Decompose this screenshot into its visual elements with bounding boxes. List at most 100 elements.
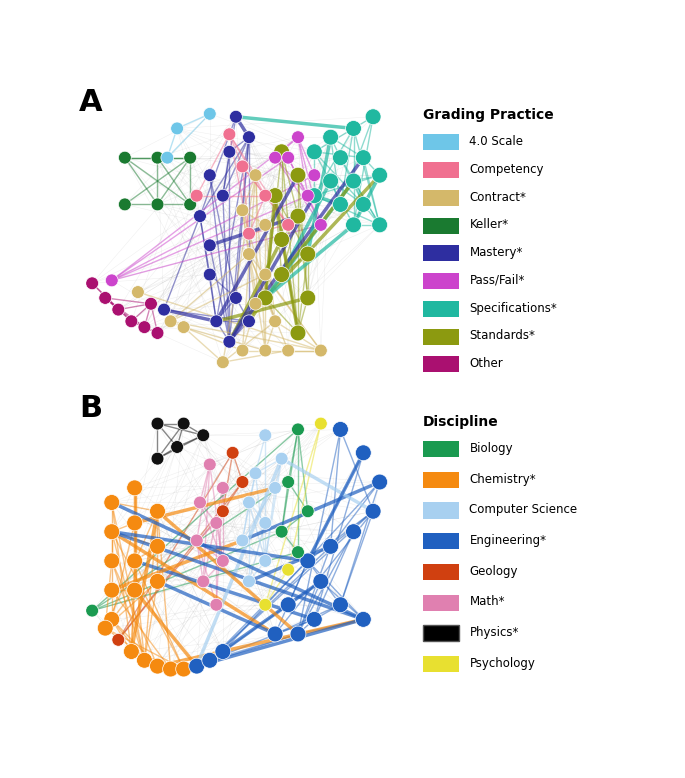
Point bbox=[191, 660, 202, 672]
Point bbox=[217, 482, 228, 494]
Point bbox=[374, 169, 385, 181]
Point bbox=[126, 645, 137, 657]
FancyBboxPatch shape bbox=[423, 245, 459, 261]
Point bbox=[276, 233, 287, 246]
FancyBboxPatch shape bbox=[423, 162, 459, 178]
Point bbox=[204, 268, 215, 281]
Text: Specifications*: Specifications* bbox=[469, 302, 557, 314]
Point bbox=[335, 598, 346, 611]
Point bbox=[237, 476, 248, 489]
Point bbox=[132, 286, 143, 298]
Point bbox=[243, 227, 254, 240]
Point bbox=[178, 321, 189, 333]
Point bbox=[260, 598, 271, 611]
Point bbox=[217, 645, 228, 657]
Point bbox=[204, 458, 215, 471]
Point bbox=[348, 219, 359, 231]
Point bbox=[152, 505, 163, 517]
Point bbox=[237, 204, 248, 216]
Point bbox=[100, 622, 111, 634]
Point bbox=[358, 447, 369, 459]
Text: Contract*: Contract* bbox=[469, 191, 526, 204]
FancyBboxPatch shape bbox=[423, 626, 459, 641]
FancyBboxPatch shape bbox=[423, 135, 459, 150]
Text: Psychology: Psychology bbox=[469, 657, 536, 670]
Text: Engineering*: Engineering* bbox=[469, 534, 547, 547]
Point bbox=[217, 356, 228, 369]
Point bbox=[217, 505, 228, 517]
Point bbox=[139, 321, 150, 333]
FancyBboxPatch shape bbox=[423, 533, 459, 549]
Point bbox=[335, 423, 346, 436]
Point bbox=[302, 189, 313, 202]
Point bbox=[276, 268, 287, 281]
Point bbox=[211, 315, 222, 328]
Point bbox=[292, 169, 303, 181]
Point bbox=[152, 327, 163, 339]
Point bbox=[211, 517, 222, 529]
Point bbox=[276, 145, 287, 158]
Point bbox=[335, 152, 346, 164]
Point bbox=[195, 210, 206, 223]
Point bbox=[260, 429, 271, 441]
Text: A: A bbox=[79, 87, 103, 117]
Point bbox=[309, 145, 320, 158]
Point bbox=[309, 189, 320, 202]
Point bbox=[198, 575, 209, 587]
Point bbox=[283, 598, 294, 611]
Point bbox=[204, 169, 215, 181]
Point bbox=[315, 219, 326, 231]
Point bbox=[348, 175, 359, 187]
Point bbox=[87, 605, 98, 617]
Text: Chemistry*: Chemistry* bbox=[469, 472, 536, 485]
Point bbox=[230, 110, 241, 123]
Point bbox=[100, 292, 111, 304]
Point bbox=[309, 613, 320, 626]
Text: B: B bbox=[79, 394, 102, 423]
Point bbox=[152, 660, 163, 672]
FancyBboxPatch shape bbox=[423, 594, 459, 611]
Point bbox=[119, 198, 130, 211]
Text: Discipline: Discipline bbox=[423, 415, 498, 429]
Point bbox=[195, 496, 206, 509]
Point bbox=[204, 107, 215, 120]
Point bbox=[152, 417, 163, 429]
Point bbox=[152, 152, 163, 164]
FancyBboxPatch shape bbox=[423, 301, 459, 317]
Point bbox=[243, 496, 254, 509]
Point bbox=[276, 525, 287, 538]
Point bbox=[260, 555, 271, 567]
FancyBboxPatch shape bbox=[423, 273, 459, 289]
Point bbox=[302, 248, 313, 261]
Point bbox=[224, 145, 235, 158]
Text: Other: Other bbox=[469, 357, 503, 370]
Point bbox=[260, 345, 271, 357]
Point bbox=[250, 467, 261, 479]
Text: Geology: Geology bbox=[469, 565, 518, 577]
Point bbox=[106, 555, 117, 567]
Point bbox=[283, 152, 294, 164]
Point bbox=[243, 248, 254, 261]
Point bbox=[270, 628, 281, 640]
Text: 4.0 Scale: 4.0 Scale bbox=[469, 135, 523, 148]
FancyBboxPatch shape bbox=[423, 441, 459, 457]
Point bbox=[315, 575, 326, 587]
Point bbox=[292, 327, 303, 339]
Point bbox=[129, 584, 140, 597]
Point bbox=[358, 152, 369, 164]
Point bbox=[325, 131, 336, 143]
Point bbox=[211, 598, 222, 611]
FancyBboxPatch shape bbox=[423, 356, 459, 373]
Point bbox=[270, 482, 281, 494]
Point bbox=[292, 546, 303, 559]
Point bbox=[204, 239, 215, 251]
Point bbox=[270, 315, 281, 328]
Point bbox=[217, 189, 228, 202]
Point bbox=[106, 274, 117, 286]
Point bbox=[270, 189, 281, 202]
Point bbox=[243, 315, 254, 328]
Point bbox=[113, 633, 124, 646]
Point bbox=[358, 198, 369, 211]
Point bbox=[165, 663, 176, 675]
Point bbox=[106, 496, 117, 509]
